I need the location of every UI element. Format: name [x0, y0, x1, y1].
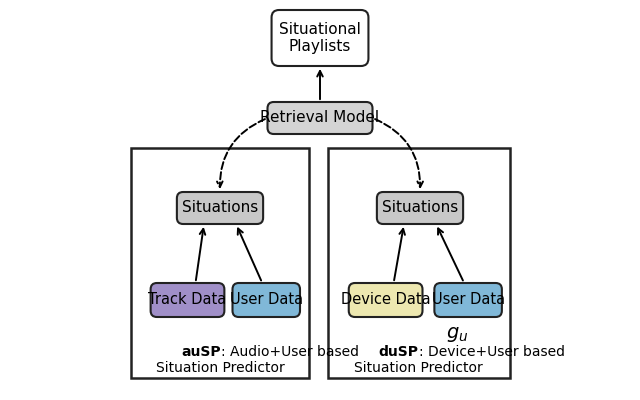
FancyBboxPatch shape — [177, 192, 263, 224]
Bar — [328, 148, 510, 378]
FancyBboxPatch shape — [271, 10, 369, 66]
Text: Situation Predictor: Situation Predictor — [355, 361, 483, 375]
FancyBboxPatch shape — [435, 283, 502, 317]
Text: auSP: auSP — [181, 345, 221, 359]
Text: Situation Predictor: Situation Predictor — [156, 361, 285, 375]
Text: Device Data: Device Data — [341, 292, 431, 308]
Text: Track Data: Track Data — [148, 292, 227, 308]
Text: : Audio+User based: : Audio+User based — [221, 345, 358, 359]
FancyBboxPatch shape — [349, 283, 422, 317]
Text: Situations: Situations — [382, 200, 458, 216]
FancyBboxPatch shape — [377, 192, 463, 224]
FancyBboxPatch shape — [268, 102, 372, 134]
Bar — [131, 148, 309, 378]
Text: duSP: duSP — [379, 345, 419, 359]
FancyBboxPatch shape — [150, 283, 225, 317]
Text: $g_u$: $g_u$ — [446, 324, 468, 344]
Text: Situational
Playlists: Situational Playlists — [279, 22, 361, 54]
Text: User Data: User Data — [230, 292, 303, 308]
FancyBboxPatch shape — [232, 283, 300, 317]
Text: Situations: Situations — [182, 200, 258, 216]
Text: Retrieval Model: Retrieval Model — [260, 110, 380, 126]
Text: User Data: User Data — [431, 292, 505, 308]
Text: : Device+User based: : Device+User based — [419, 345, 564, 359]
